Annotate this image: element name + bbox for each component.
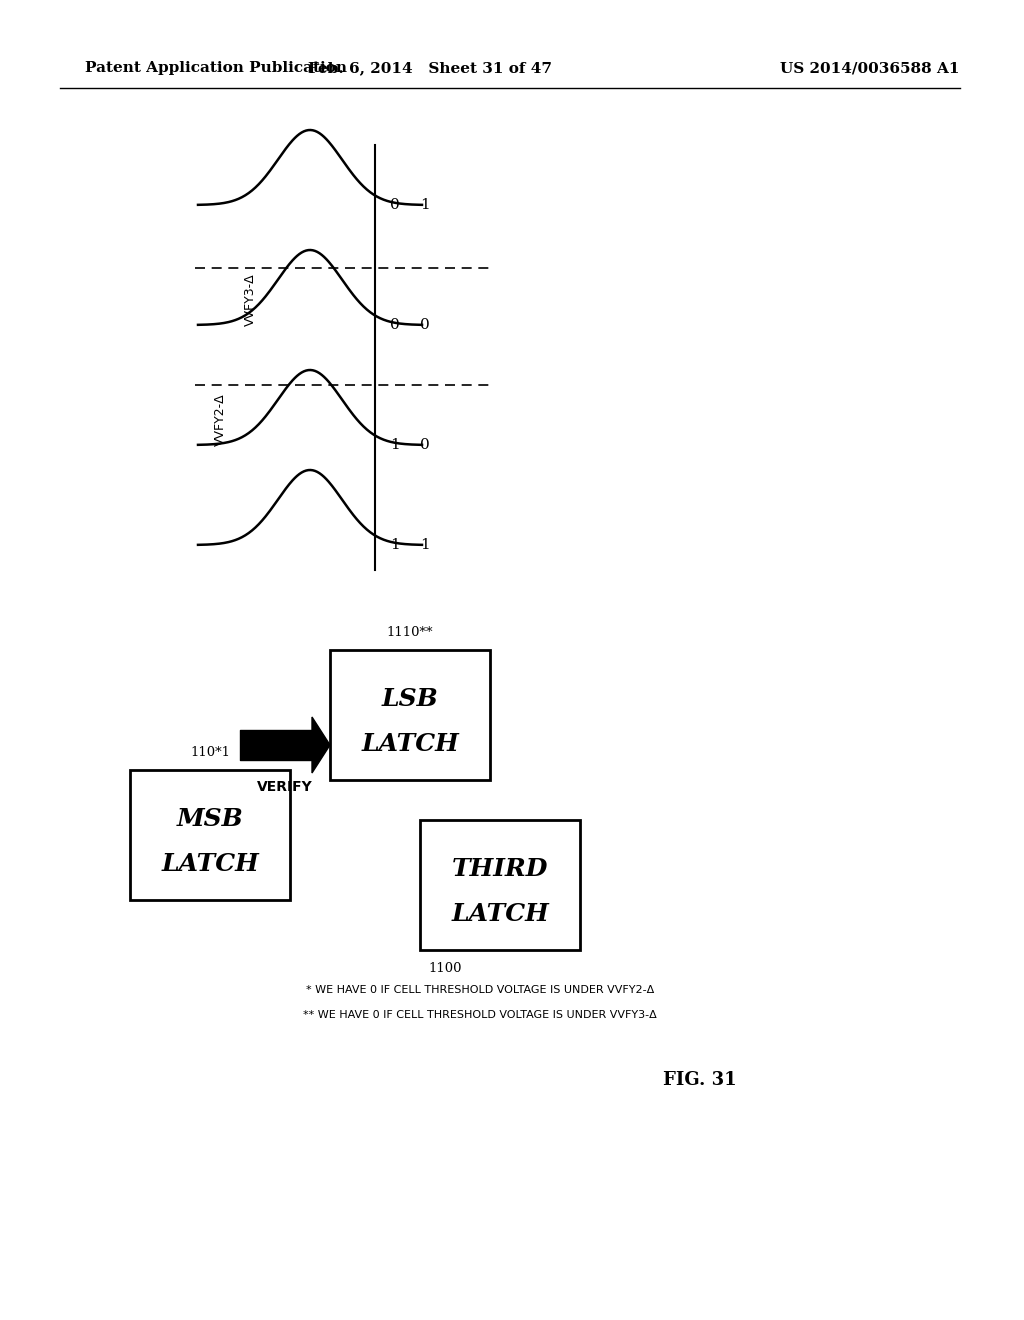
- Text: 110*1: 110*1: [190, 746, 230, 759]
- Text: US 2014/0036588 A1: US 2014/0036588 A1: [780, 61, 959, 75]
- Text: VVFY3-Δ: VVFY3-Δ: [244, 273, 256, 326]
- Text: LATCH: LATCH: [161, 851, 259, 875]
- Text: FIG. 31: FIG. 31: [664, 1071, 737, 1089]
- Text: 1110**: 1110**: [387, 626, 433, 639]
- Text: 0: 0: [420, 438, 430, 451]
- Bar: [330, 649, 490, 780]
- Text: LATCH: LATCH: [361, 731, 459, 755]
- Text: 1: 1: [420, 198, 430, 213]
- Text: VERIFY: VERIFY: [257, 780, 313, 795]
- Text: * WE HAVE 0 IF CELL THRESHOLD VOLTAGE IS UNDER VVFY2-Δ: * WE HAVE 0 IF CELL THRESHOLD VOLTAGE IS…: [306, 985, 654, 995]
- Text: 0: 0: [390, 198, 400, 213]
- Bar: [420, 820, 580, 950]
- Text: LSB: LSB: [382, 688, 438, 711]
- Text: VVFY2-Δ: VVFY2-Δ: [213, 393, 226, 446]
- Text: 0: 0: [390, 318, 400, 333]
- Bar: [130, 770, 290, 900]
- Text: THIRD: THIRD: [452, 858, 548, 882]
- Text: ** WE HAVE 0 IF CELL THRESHOLD VOLTAGE IS UNDER VVFY3-Δ: ** WE HAVE 0 IF CELL THRESHOLD VOLTAGE I…: [303, 1010, 656, 1020]
- FancyArrowPatch shape: [243, 737, 328, 754]
- Text: 1: 1: [420, 539, 430, 552]
- Text: Feb. 6, 2014   Sheet 31 of 47: Feb. 6, 2014 Sheet 31 of 47: [308, 61, 552, 75]
- Text: MSB: MSB: [176, 808, 244, 832]
- Text: 1100: 1100: [428, 961, 462, 974]
- Text: 1: 1: [390, 539, 400, 552]
- Text: 0: 0: [420, 318, 430, 333]
- Text: 1: 1: [390, 438, 400, 451]
- Polygon shape: [312, 717, 330, 774]
- Text: Patent Application Publication: Patent Application Publication: [85, 61, 347, 75]
- Text: LATCH: LATCH: [452, 902, 549, 925]
